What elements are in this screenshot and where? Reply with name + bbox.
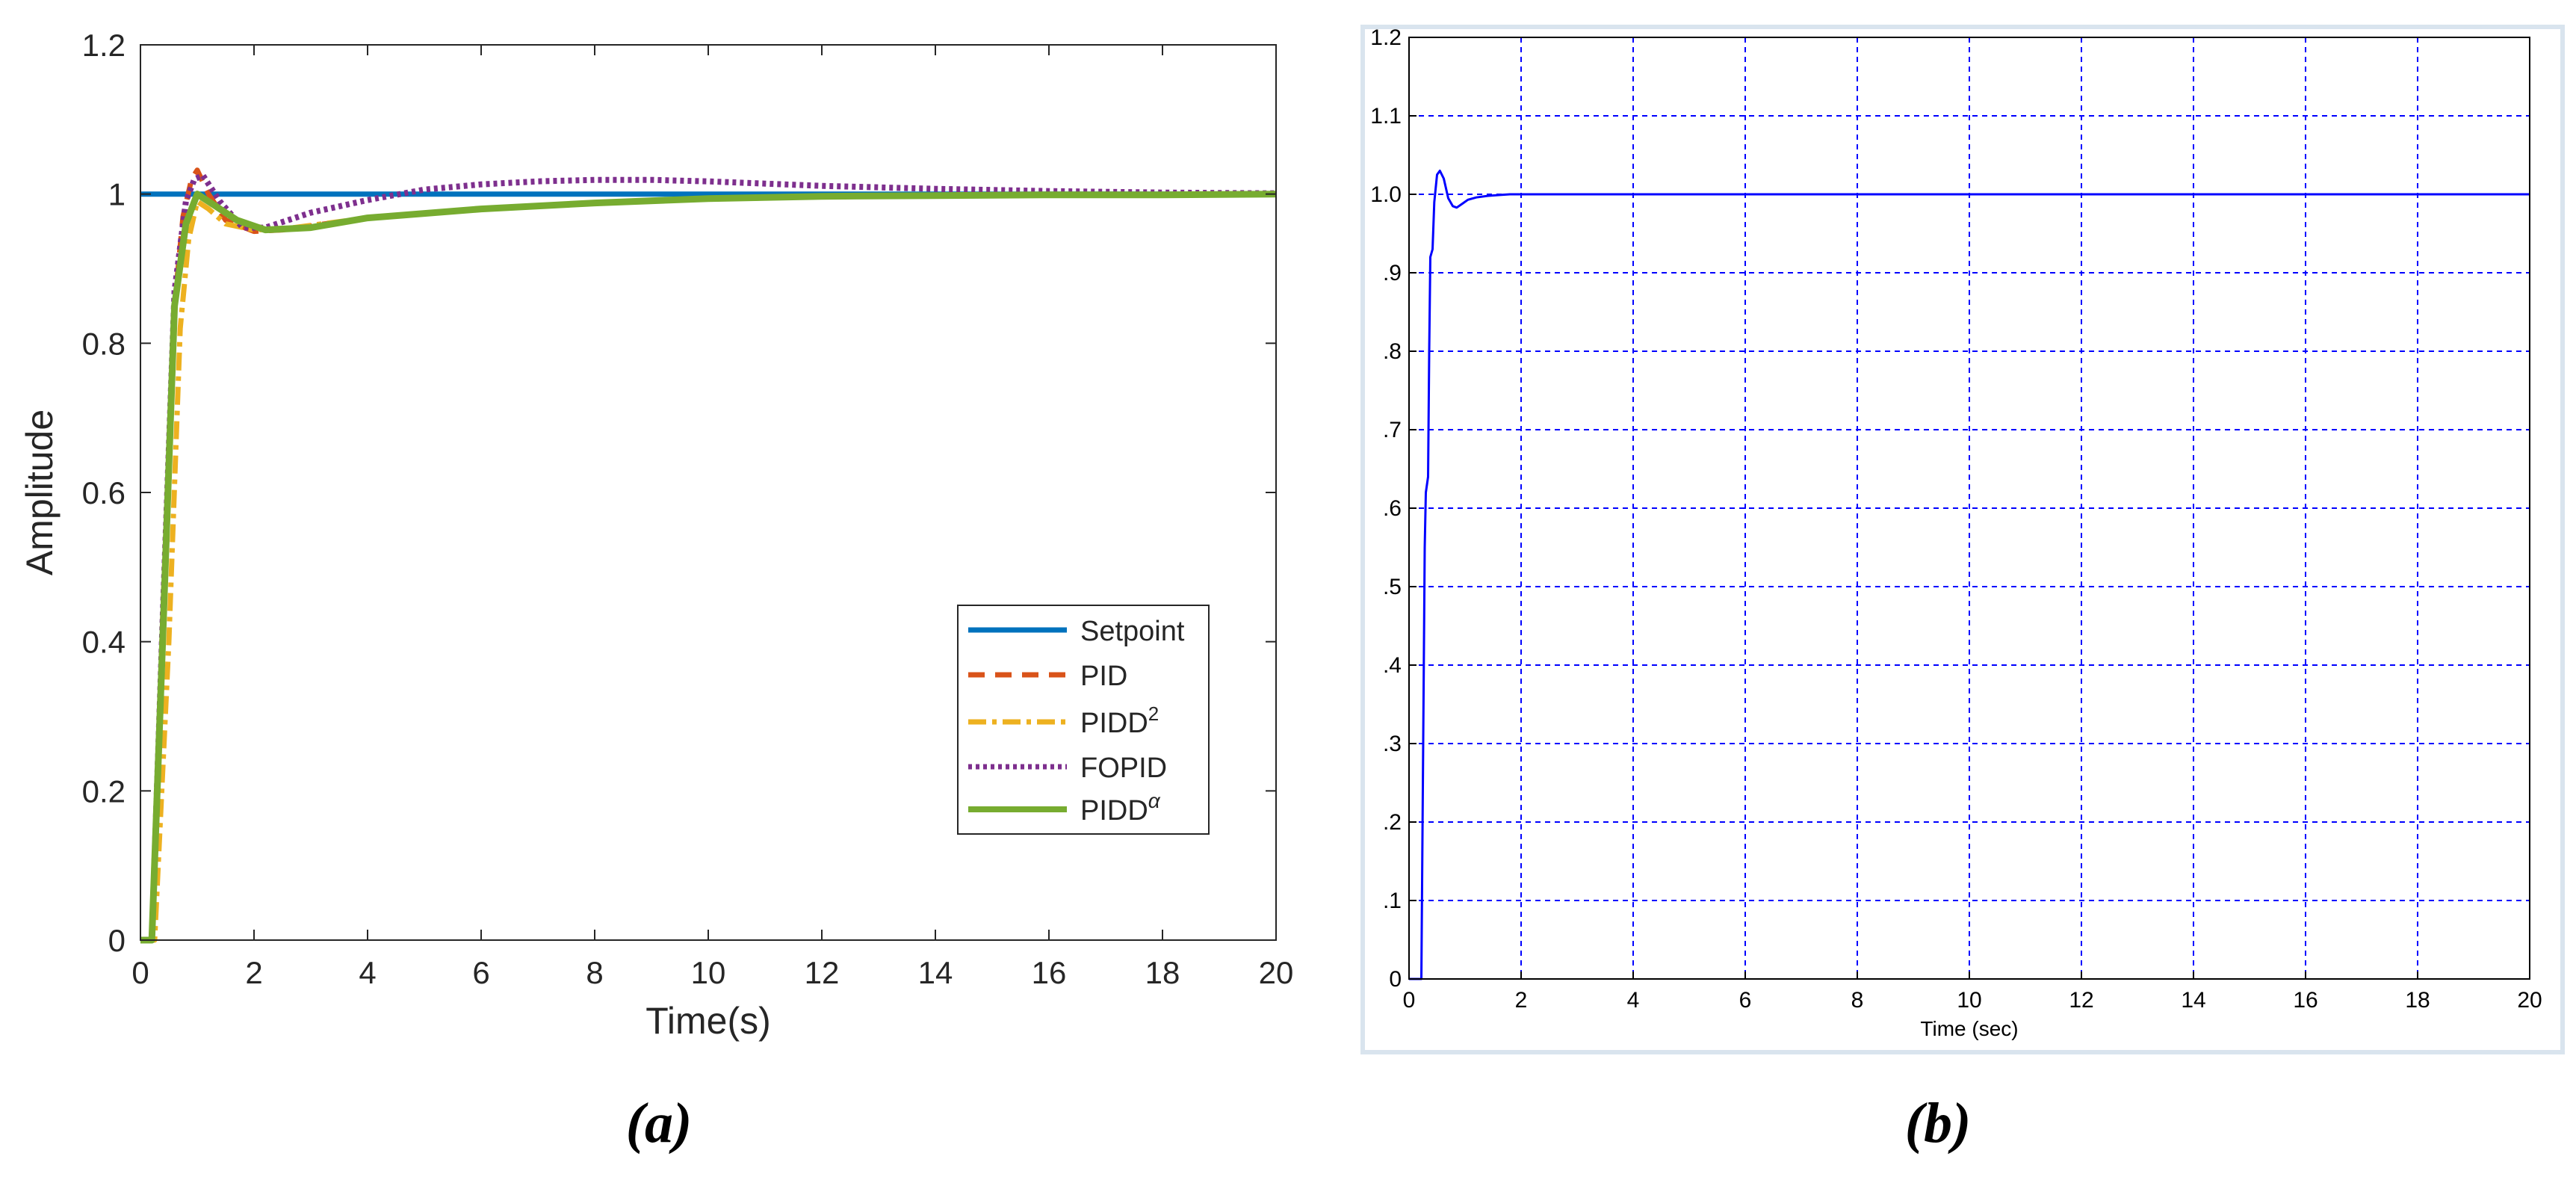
x-tick-label: 2 [1515, 988, 1528, 1013]
x-tick-label: 8 [1851, 988, 1864, 1013]
y-tick-label: .3 [1383, 732, 1402, 756]
legend-label-fopid: FOPID [1080, 753, 1167, 784]
x-tick-label: 8 [586, 955, 603, 990]
chart-a: 0 2 4 6 8 10 12 14 16 18 20 0 0.2 0.4 0.6 0.8 1 1.2 Time(… [19, 28, 1293, 1155]
chart-a-x-axis-label: Time(s) [645, 1000, 771, 1042]
x-tick-label: 10 [691, 955, 726, 990]
y-tick-label: 0.6 [82, 475, 126, 510]
y-tick-label: 0.8 [82, 326, 126, 361]
series-line-response [1409, 170, 2530, 980]
y-tick-label: .2 [1383, 810, 1402, 835]
x-tick-label: 10 [1957, 988, 1981, 1013]
legend-label-pidd2-base: PIDD [1080, 708, 1148, 739]
x-tick-label: 6 [1739, 988, 1752, 1013]
x-tick-label: 16 [2293, 988, 2318, 1013]
y-tick-label: .4 [1383, 653, 1402, 678]
y-tick-label: 1.1 [1370, 104, 1402, 129]
panel-label-a: (a) [626, 1092, 693, 1155]
x-tick-label: 14 [918, 955, 953, 990]
y-tick-label: .6 [1383, 496, 1402, 521]
x-tick-label: 18 [1145, 955, 1180, 990]
chart-a-series-group [140, 167, 1277, 944]
legend-label-piddalpha-base: PIDD [1080, 795, 1148, 827]
x-tick-label: 12 [2069, 988, 2093, 1013]
x-tick-label: 18 [2405, 988, 2430, 1013]
x-tick-label: 4 [1627, 988, 1640, 1013]
x-tick-label: 4 [359, 955, 376, 990]
series-line-piddalpha [140, 191, 1277, 944]
legend-label-pid: PID [1080, 661, 1127, 692]
x-tick-label: 12 [805, 955, 840, 990]
x-tick-label: 0 [1403, 988, 1416, 1013]
y-tick-label: .5 [1383, 575, 1402, 599]
chart-b-series-group [1409, 170, 2530, 980]
legend-label-pidd2: PIDD2 [1080, 702, 1159, 739]
legend-label-pidd2-sup: 2 [1148, 702, 1159, 725]
x-tick-label: 6 [472, 955, 489, 990]
x-tick-label: 20 [2517, 988, 2542, 1013]
chart-b-ticks: 0 2 4 6 8 10 12 14 16 18 20 0 .1 .2 .3 .4 .5 .6 .7 .8 .9 1.0 1… [1370, 25, 2542, 1013]
legend-label-piddalpha-sup: α [1148, 789, 1161, 812]
y-tick-label: .9 [1383, 261, 1402, 285]
x-tick-label: 16 [1032, 955, 1067, 990]
y-tick-label: 0 [108, 923, 126, 958]
series-line-fopid [140, 172, 1277, 943]
y-tick-label: 0.4 [82, 625, 126, 660]
chart-a-y-axis-label: Amplitude [19, 410, 61, 575]
chart-b-x-axis-label: Time (sec) [1920, 1017, 2018, 1040]
y-tick-label: 1.2 [1370, 25, 1402, 50]
y-tick-label: .1 [1383, 889, 1402, 913]
y-tick-label: 1 [108, 177, 126, 212]
panel-label-b: (b) [1905, 1092, 1972, 1155]
x-tick-label: 14 [2181, 988, 2205, 1013]
y-tick-label: 1.0 [1370, 182, 1402, 207]
x-tick-label: 20 [1259, 955, 1294, 990]
x-tick-label: 0 [131, 955, 149, 990]
chart-b: 0 2 4 6 8 10 12 14 16 18 20 0 .1 .2 .3 .4 .5 .6 .7 .8 .9 1.0 1… [1360, 25, 2565, 1155]
y-tick-label: 1.2 [82, 28, 126, 63]
y-tick-label: 0 [1389, 967, 1402, 992]
legend-label-setpoint: Setpoint [1080, 616, 1185, 647]
legend-box [957, 605, 1210, 835]
legend-label-piddalpha: PIDDα [1080, 789, 1161, 827]
chart-a-ticks: 0 2 4 6 8 10 12 14 16 18 20 0 0.2 0.4 0.6 0.8 1 1.2 [82, 28, 1294, 990]
y-tick-label: .7 [1383, 418, 1402, 442]
chart-a-legend: Setpoint PID PIDD2 FOPID PIDDα [957, 605, 1210, 835]
x-tick-label: 2 [245, 955, 262, 990]
y-tick-label: 0.2 [82, 773, 126, 809]
y-tick-label: .8 [1383, 339, 1402, 364]
